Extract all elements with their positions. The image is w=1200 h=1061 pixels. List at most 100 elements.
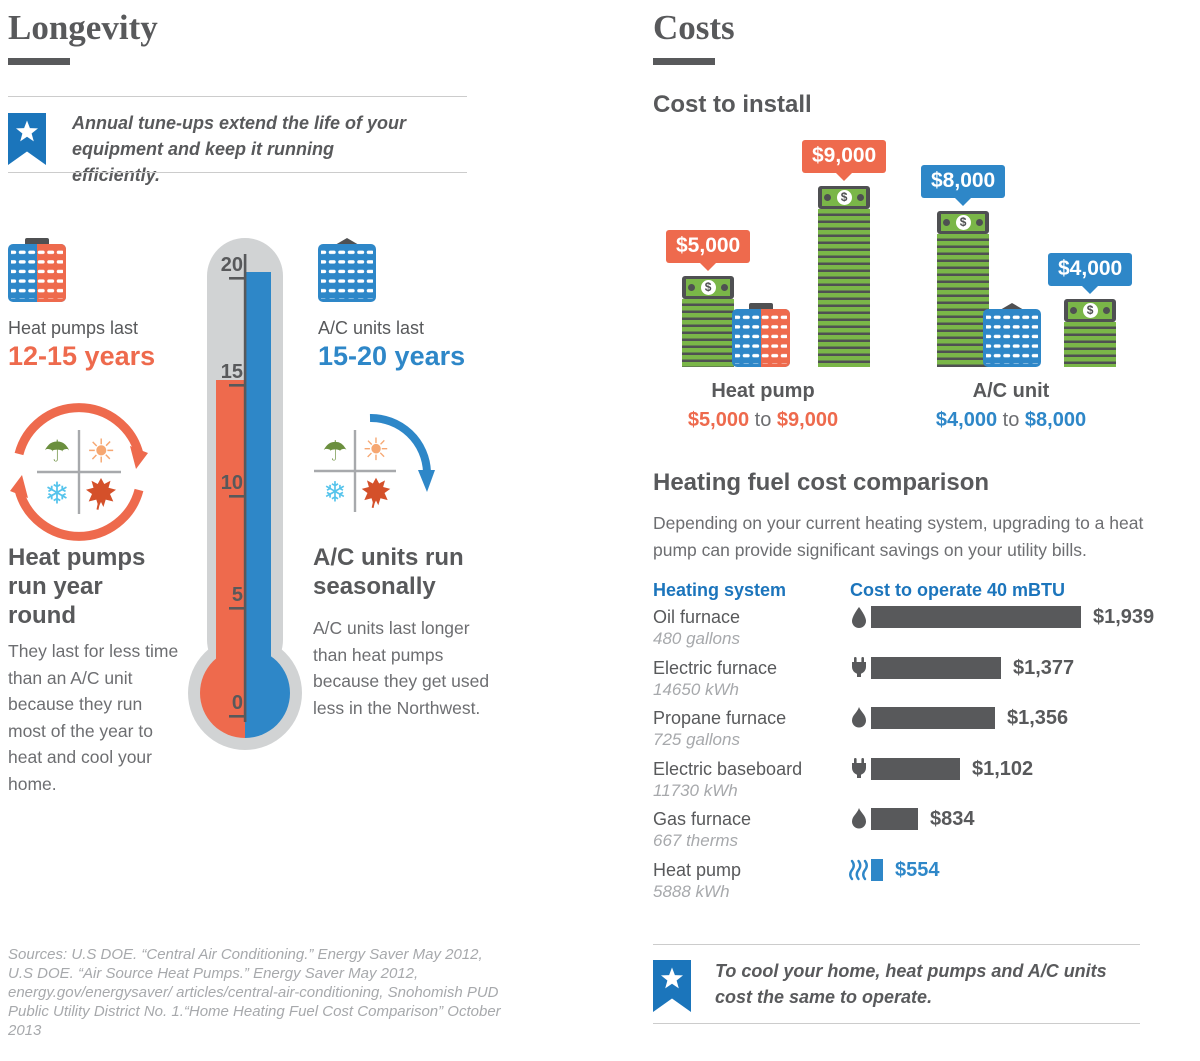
electric-plug-icon: [849, 656, 869, 681]
money-stack-4000: $4,000 $: [1048, 253, 1133, 367]
costs-title: Costs: [653, 8, 735, 47]
range-min: $5,000: [687, 409, 750, 431]
row-label: Heat pump: [653, 859, 742, 880]
dollar-icon: $: [955, 215, 971, 230]
cost-bar: [871, 757, 960, 780]
costs-section: Costs Cost to install $5,000 $ $9,000: [653, 0, 1200, 1061]
dollar-icon: $: [836, 190, 852, 205]
thermo-tick-10: 10: [220, 472, 243, 494]
table-row: Electric furnace 14650 kWh $1,377: [653, 656, 1200, 708]
longevity-callout: Annual tune-ups extend the life of your …: [72, 113, 407, 185]
col-header-cost: Cost to operate 40 mBTU: [850, 580, 1066, 600]
dollar-bill-icon: $: [937, 211, 990, 234]
dollar-bill-icon: $: [818, 186, 871, 209]
flame-icon: [849, 808, 869, 832]
col-header-heating-system: Heating system: [653, 580, 787, 600]
money-stack-9000: $9,000 $: [802, 140, 887, 367]
ac-range: 15-20 years: [318, 341, 466, 371]
ac-group-label: A/C unit: [972, 380, 1050, 402]
title-underline: [653, 58, 715, 65]
row-label: Propane furnace: [653, 708, 787, 728]
seasonal-arrow-icon: ☂ ☀ ❄: [314, 413, 435, 512]
cost-value: $1,356: [1007, 707, 1069, 729]
range-max: $8,000: [1024, 409, 1087, 431]
sources-note: Sources: U.S DOE. “Central Air Condition…: [8, 946, 501, 1039]
cost-value: $1,939: [1093, 606, 1155, 628]
table-row: Oil furnace 480 gallons $1,939: [653, 606, 1200, 657]
bill-stack-body: [818, 209, 871, 367]
dollar-bill-icon: $: [1064, 299, 1117, 322]
svg-text:☀: ☀: [86, 432, 116, 471]
row-quantity: 11730 kWh: [653, 780, 738, 800]
fuel-cost-table: Oil furnace 480 gallons $1,939 Electric …: [653, 606, 1200, 909]
row-label: Electric furnace: [653, 657, 778, 678]
row-quantity: 667 therms: [653, 831, 739, 850]
ac-heading: A/C units run seasonally: [313, 544, 464, 600]
dollar-icon: $: [1082, 303, 1098, 318]
heat-pump-unit-icon: [8, 238, 66, 302]
bill-stack-body: [682, 299, 735, 367]
bill-stack-body: [937, 234, 990, 367]
price-tag: $9,000: [802, 140, 887, 173]
thermo-tick-20: 20: [220, 254, 243, 276]
flame-icon: [849, 707, 869, 731]
oil-droplet-icon: [849, 606, 869, 630]
cost-value: $554: [895, 858, 940, 881]
cost-bar: [871, 707, 995, 729]
install-cost-chart: $5,000 $ $9,000 $: [666, 138, 1133, 367]
svg-text:☀: ☀: [362, 432, 390, 468]
range-sep: to: [754, 409, 772, 431]
price-tag: $4,000: [1048, 253, 1133, 286]
year-round-cycle-icon: ☂ ☀ ❄: [10, 403, 148, 541]
range-min: $4,000: [935, 409, 998, 431]
cost-value: $834: [930, 808, 975, 830]
title-underline: [8, 58, 70, 65]
heat-pump-unit-icon: [732, 303, 790, 367]
thermo-tick-0: 0: [231, 692, 243, 714]
money-stack-5000: $5,000 $: [666, 230, 751, 367]
svg-text:❄: ❄: [323, 476, 346, 509]
ac-body: A/C units last longer than heat pumps be…: [313, 618, 490, 718]
ac-unit-icon: [318, 238, 376, 302]
heat-pump-range-label: $5,000 to $9,000: [643, 409, 883, 432]
ac-range-label: $4,000 to $8,000: [891, 409, 1131, 432]
table-row: Heat pump 5888 kWh $554: [653, 858, 1200, 910]
thermometer-graphic: [188, 238, 302, 750]
divider: [8, 96, 467, 97]
costs-callout: To cool your home, heat pumps and A/C un…: [715, 961, 1107, 1007]
divider: [653, 944, 1140, 945]
row-label: Gas furnace: [653, 809, 752, 829]
svg-text:☂: ☂: [44, 435, 71, 470]
fuel-intro: Depending on your current heating system…: [653, 513, 1144, 560]
svg-text:☂: ☂: [322, 435, 347, 468]
svg-text:❄: ❄: [44, 477, 69, 512]
table-row: Electric baseboard 11730 kWh $1,102: [653, 757, 1200, 809]
range-sep: to: [1002, 409, 1020, 431]
divider: [653, 1023, 1140, 1024]
cost-bar: [871, 858, 883, 881]
cost-bar: [871, 656, 1001, 679]
cost-bar: [871, 808, 918, 830]
longevity-title: Longevity: [8, 8, 158, 47]
heat-pump-lead: Heat pumps last: [8, 318, 139, 338]
star-ribbon-icon: [653, 960, 691, 1012]
bill-stack-body: [1064, 322, 1117, 367]
longevity-section: Longevity Annual tune-ups extend the lif…: [8, 0, 501, 1061]
heat-pump-range: 12-15 years: [8, 341, 156, 371]
price-tag: $8,000: [921, 165, 1006, 198]
heat-waves-icon: [849, 859, 869, 883]
divider: [8, 172, 467, 173]
ac-unit-icon: [983, 303, 1041, 367]
star-ribbon-icon: [8, 113, 46, 165]
electric-plug-icon: [849, 757, 869, 782]
money-stack-8000: $8,000 $: [921, 165, 1006, 367]
row-quantity: 5888 kWh: [653, 881, 730, 901]
heat-pump-body: They last for less time than an A/C unit…: [8, 641, 179, 794]
cost-value: $1,377: [1013, 656, 1075, 679]
table-row: Propane furnace 725 gallons $1,356: [653, 707, 1200, 758]
ac-lead: A/C units last: [318, 318, 425, 338]
row-label: Oil furnace: [653, 607, 741, 627]
cost-value: $1,102: [972, 757, 1034, 780]
dollar-icon: $: [700, 280, 716, 295]
